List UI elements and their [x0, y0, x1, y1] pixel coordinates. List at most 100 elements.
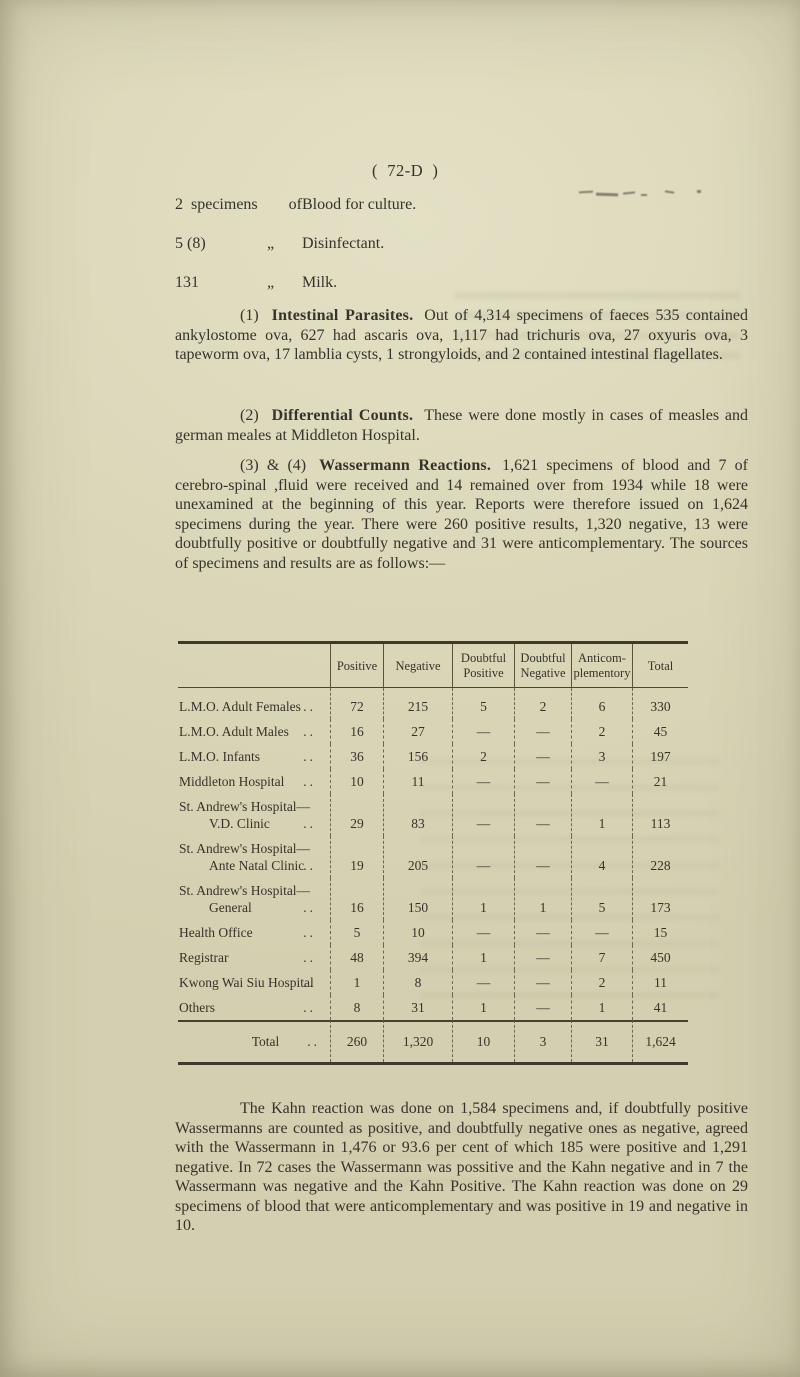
- table-cell: 205: [383, 836, 452, 878]
- wassermann-results-table: Positive Negative Doubtful Positive Doubtful…: [178, 641, 688, 1065]
- table-cell: —: [514, 794, 571, 836]
- table-cell: 5: [330, 920, 383, 945]
- results-table-body: L.M.O. Adult Females.. 72 215 5 2 6 330 L.M.O. …: [178, 688, 688, 1062]
- specimen-item: Disinfectant.: [302, 235, 385, 252]
- table-cell: 15: [632, 920, 688, 945]
- list-item: 131 „ Milk.: [175, 274, 748, 293]
- column-header: Doubtful Positive: [452, 644, 514, 688]
- row-label: St. Andrew's Hospital— V.D. Clinic..: [179, 799, 316, 831]
- dot-leader: ..: [303, 900, 316, 915]
- table-row: St. Andrew's Hospital— V.D. Clinic.. 29 83—…: [178, 794, 688, 836]
- dot-leader: ..: [303, 925, 316, 940]
- row-label: St. Andrew's Hospital— General..: [179, 883, 316, 915]
- specimen-count: 2: [175, 196, 183, 213]
- row-label: L.M.O. Adult Females..: [179, 699, 316, 714]
- table-cell: 228: [632, 836, 688, 878]
- table-cell: 21: [632, 769, 688, 794]
- table-cell: 173: [632, 878, 688, 920]
- paragraph-intestinal-parasites: (1) Intestinal Parasites. Out of 4,314 spe…: [175, 306, 748, 365]
- table-cell: —: [514, 945, 571, 970]
- table-cell: —: [514, 719, 571, 744]
- table-cell: 8: [383, 970, 452, 995]
- table-row: L.M.O. Infants.. 36 156 2—3 197: [178, 744, 688, 769]
- paragraph-body: These were done mostly in cases of measl…: [175, 407, 749, 444]
- table-cell: 3: [571, 744, 632, 769]
- list-item: 2 specimens of Blood for culture.: [175, 196, 748, 215]
- results-table-head-row: Positive Negative Doubtful Positive Doubtful…: [178, 644, 688, 688]
- table-row: St. Andrew's Hospital— Ante Natal Clinic.…: [178, 836, 688, 878]
- table-cell: —: [452, 769, 514, 794]
- column-header: Total: [632, 644, 688, 688]
- table-cell: —: [452, 719, 514, 744]
- table-cell: 1: [452, 878, 514, 920]
- table-cell: 27: [383, 719, 452, 744]
- paragraph-body: 1,621 specimens of blood and 7 of cerebr…: [175, 457, 748, 572]
- column-header: Positive: [330, 644, 383, 688]
- table-cell: 72: [330, 688, 383, 719]
- table-cell: —: [514, 836, 571, 878]
- column-header: Anticom-plementory: [571, 644, 632, 688]
- table-cell: —: [452, 794, 514, 836]
- table-row: Others.. 8 31 1—1 41: [178, 995, 688, 1020]
- dot-leader: ..: [303, 1000, 316, 1015]
- table-cell: 1: [571, 794, 632, 836]
- column-header: Doubtful Negative: [514, 644, 571, 688]
- table-cell: —: [452, 836, 514, 878]
- dot-leader: ..: [303, 724, 316, 739]
- table-cell: 29: [330, 794, 383, 836]
- dot-leader: ..: [303, 858, 316, 873]
- table-cell: —: [514, 970, 571, 995]
- row-label: Health Office..: [179, 925, 316, 940]
- specimen-middle: specimens of: [191, 196, 302, 213]
- table-row: Registrar.. 48 394 1—7 450: [178, 945, 688, 970]
- table-cell: 394: [383, 945, 452, 970]
- table-cell: 1: [571, 995, 632, 1020]
- ditto-mark: „: [266, 235, 275, 252]
- table-total-cell: 31: [571, 1020, 632, 1062]
- table-cell: 1: [330, 970, 383, 995]
- specimen-count: 131: [175, 274, 199, 291]
- specimen-item: Blood for culture.: [302, 196, 417, 213]
- row-label: Registrar..: [179, 950, 316, 965]
- page-number: ( 72-D ): [372, 161, 439, 180]
- dot-leader: ..: [303, 774, 316, 789]
- row-label: L.M.O. Infants..: [179, 749, 316, 764]
- paragraph-kahn-reaction: The Kahn reaction was done on 1,584 spec…: [175, 1100, 748, 1234]
- column-header: Negative: [383, 644, 452, 688]
- table-cell: 83: [383, 794, 452, 836]
- table-cell: 10: [330, 769, 383, 794]
- table-total-cell: 1,624: [632, 1020, 688, 1062]
- ink-smudge: [578, 187, 719, 201]
- table-row: L.M.O. Adult Males.. 16 27— —2 45: [178, 719, 688, 744]
- list-item: 5 (8) „ Disinfectant.: [175, 235, 748, 254]
- paragraph-lead: (1): [240, 307, 259, 324]
- row-label: St. Andrew's Hospital— Ante Natal Clinic.…: [179, 841, 316, 873]
- row-label: L.M.O. Adult Males..: [179, 724, 316, 739]
- table-row: Kwong Wai Siu Hospital.. 1 8— —2 11: [178, 970, 688, 995]
- specimen-count: 5 (8): [175, 235, 206, 252]
- table-cell: 45: [632, 719, 688, 744]
- row-label: Kwong Wai Siu Hospital..: [179, 975, 316, 990]
- table-cell: 1: [514, 878, 571, 920]
- table-total-cell: 1,320: [383, 1020, 452, 1062]
- row-label: Others..: [179, 1000, 316, 1015]
- results-table: Positive Negative Doubtful Positive Doubtful…: [178, 641, 688, 1065]
- dot-leader: ..: [303, 749, 316, 764]
- table-cell: —: [514, 920, 571, 945]
- table-cell: 36: [330, 744, 383, 769]
- table-cell: 16: [330, 719, 383, 744]
- table-total-cell: 10: [452, 1020, 514, 1062]
- paragraph-title: Differential Counts.: [271, 407, 414, 424]
- paragraph-wassermann-reactions: (3) & (4) Wassermann Reactions. 1,621 spec…: [175, 456, 748, 573]
- paragraph-lead: (2): [240, 407, 259, 424]
- table-total-row: Total.. 260 1,320 10 3 31 1,624: [178, 1020, 688, 1062]
- dot-leader: ..: [303, 699, 316, 714]
- paragraph-title: Wassermann Reactions.: [319, 457, 492, 474]
- table-cell: 1: [452, 945, 514, 970]
- table-cell: 19: [330, 836, 383, 878]
- table-cell: 215: [383, 688, 452, 719]
- paragraph-title: Intestinal Parasites.: [271, 307, 414, 324]
- total-row-label: Total..: [178, 1020, 330, 1062]
- table-cell: —: [514, 769, 571, 794]
- paragraph-lead: (3) & (4): [240, 457, 307, 474]
